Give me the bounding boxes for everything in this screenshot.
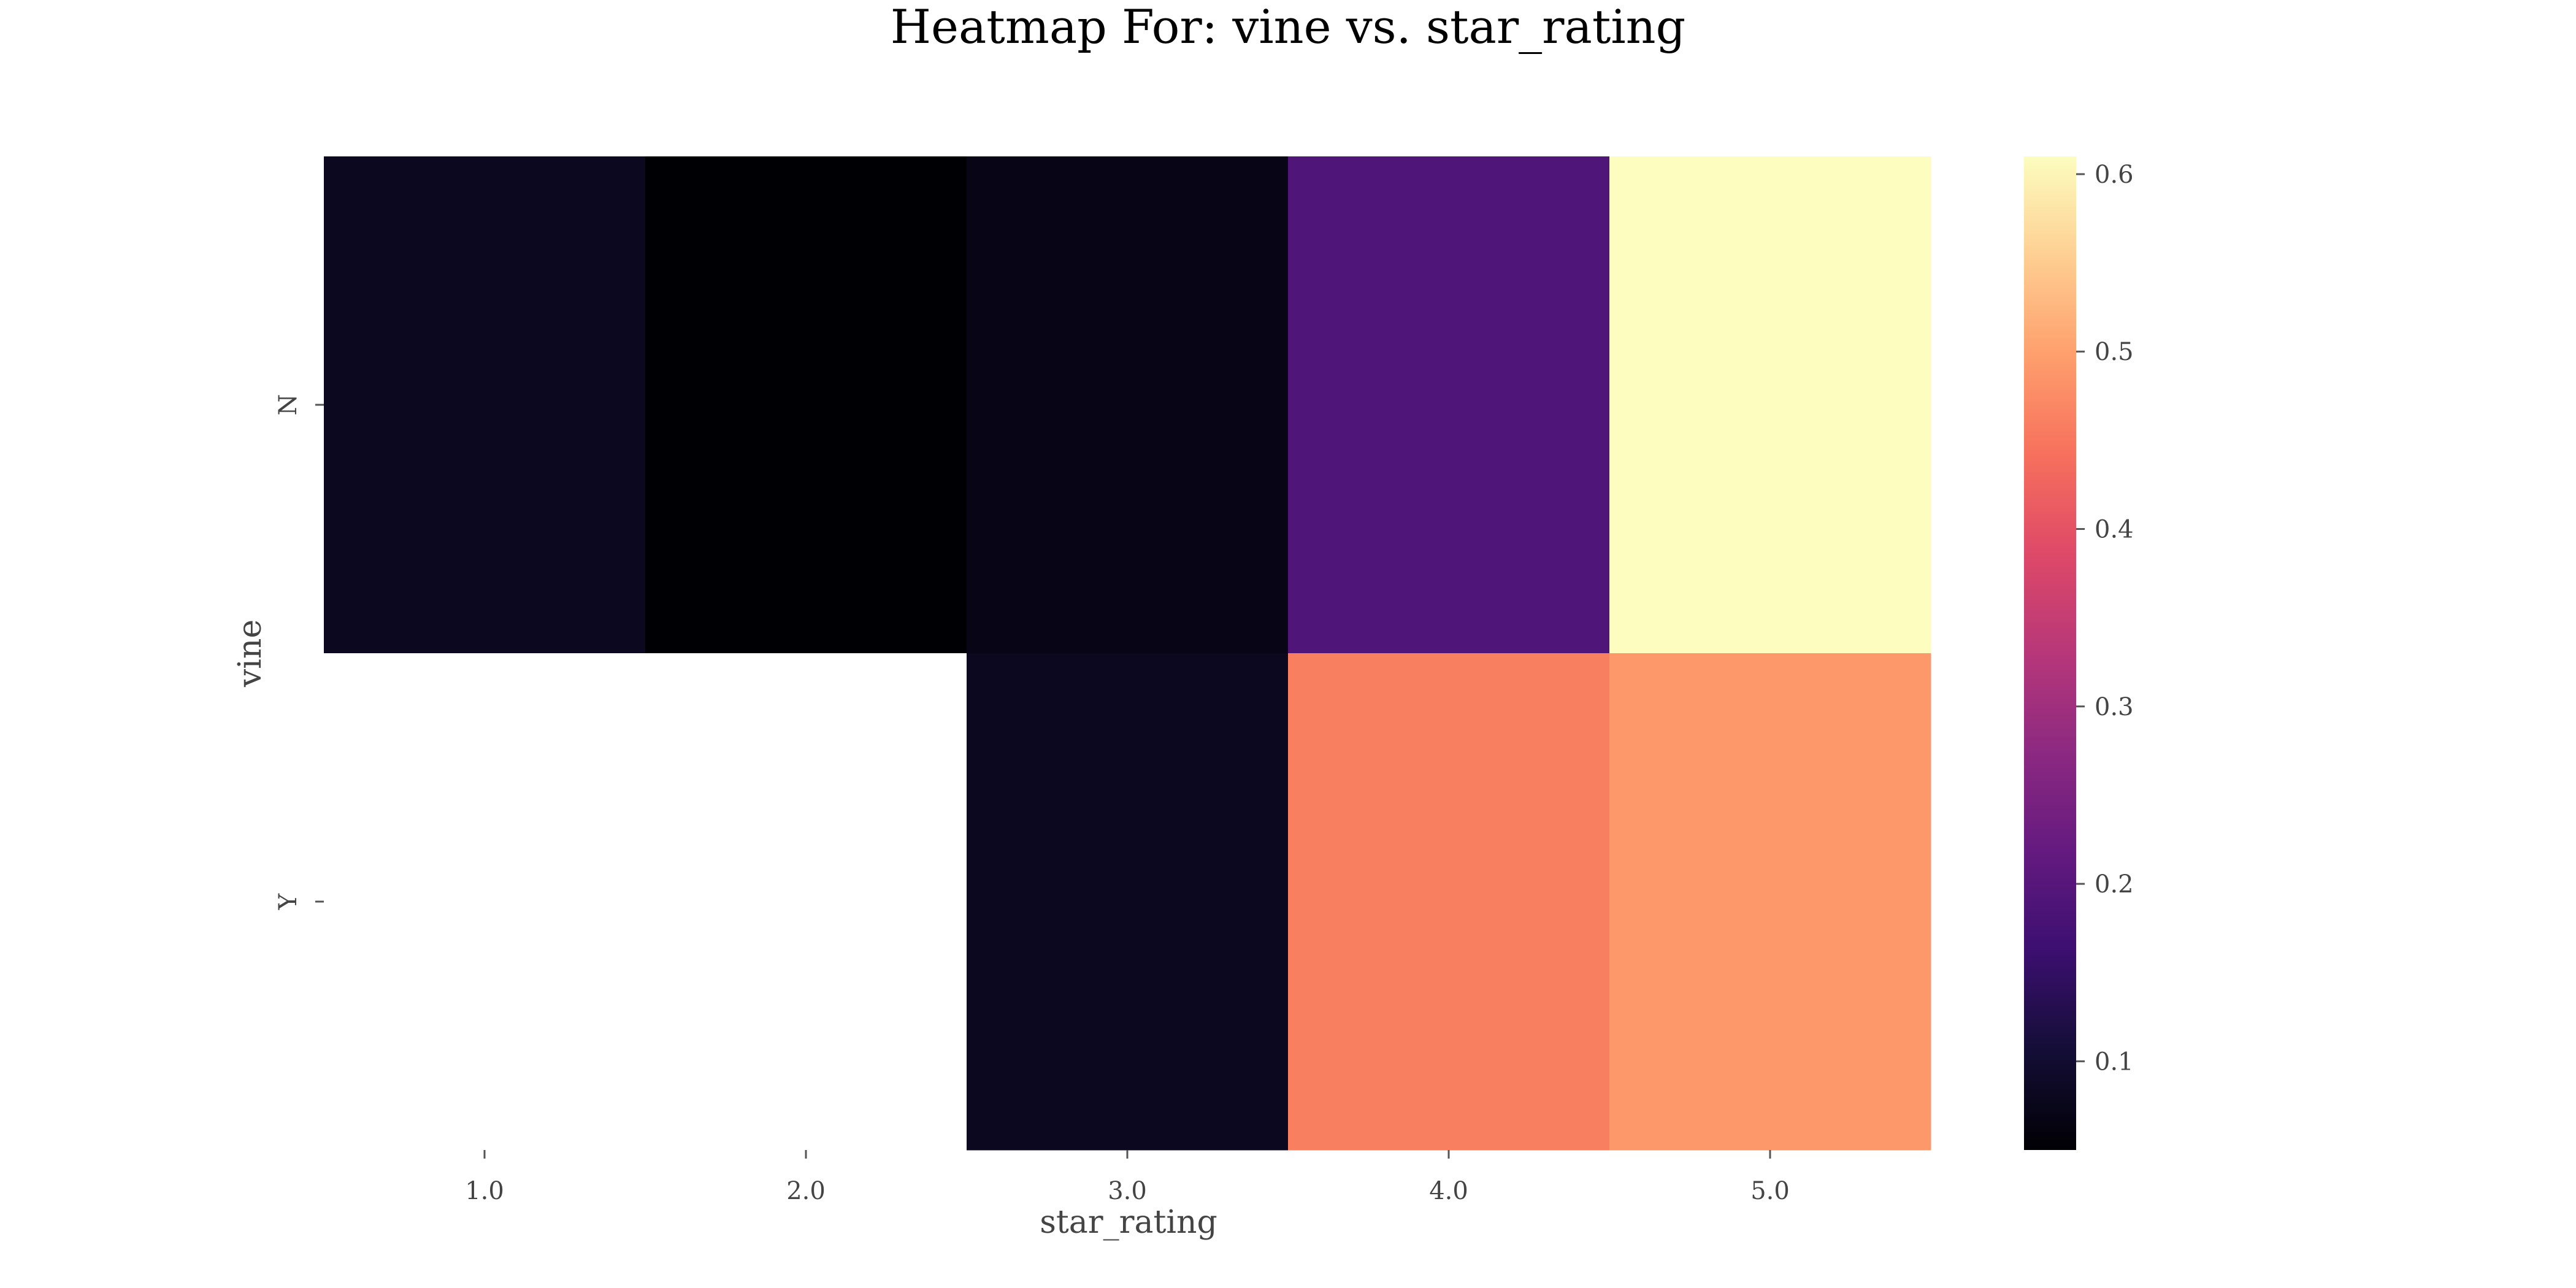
heatmap-cell-Y-5.0 [1609,653,1931,1151]
colorbar-tick-label: 0.6 [2095,161,2134,189]
x-tick-label: 5.0 [1750,1177,1790,1205]
heatmap-cell-N-3.0 [967,156,1289,654]
x-tick-label: 3.0 [1108,1177,1147,1205]
heatmap-cell-N-4.0 [1288,156,1610,654]
y-tick-label: N [274,394,302,416]
colorbar-ticks: 0.1 0.2 0.3 0.4 0.5 0.6 [2076,161,2134,1076]
x-tick-label: 4.0 [1429,1177,1468,1205]
heatmap-cell-Y-2.0 [645,653,967,1151]
y-axis-label: vine [232,619,269,688]
x-axis-label: star_rating [1040,1204,1217,1241]
x-tick-label: 1.0 [465,1177,504,1205]
colorbar-tick-label: 0.2 [2095,870,2134,899]
heatmap-cell-Y-4.0 [1288,653,1610,1151]
heatmap-cell-Y-3.0 [967,653,1289,1151]
heatmap-cells [324,156,1931,1151]
colorbar [2024,156,2076,1150]
heatmap-cell-N-2.0 [645,156,967,654]
colorbar-tick-label: 0.5 [2095,338,2134,366]
colorbar-tick-label: 0.3 [2095,693,2134,721]
x-axis-ticks: 1.0 2.0 3.0 4.0 5.0 [465,1150,1790,1205]
x-tick-label: 2.0 [786,1177,826,1205]
colorbar-tick-label: 0.4 [2095,516,2134,544]
heatmap-cell-Y-1.0 [324,653,646,1151]
y-tick-label: Y [274,893,302,910]
heatmap-cell-N-1.0 [324,156,646,654]
chart-title: Heatmap For: vine vs. star_rating [891,0,1686,54]
heatmap-cell-N-5.0 [1609,156,1931,654]
colorbar-tick-label: 0.1 [2095,1048,2134,1076]
y-axis-ticks: NY [274,394,324,910]
